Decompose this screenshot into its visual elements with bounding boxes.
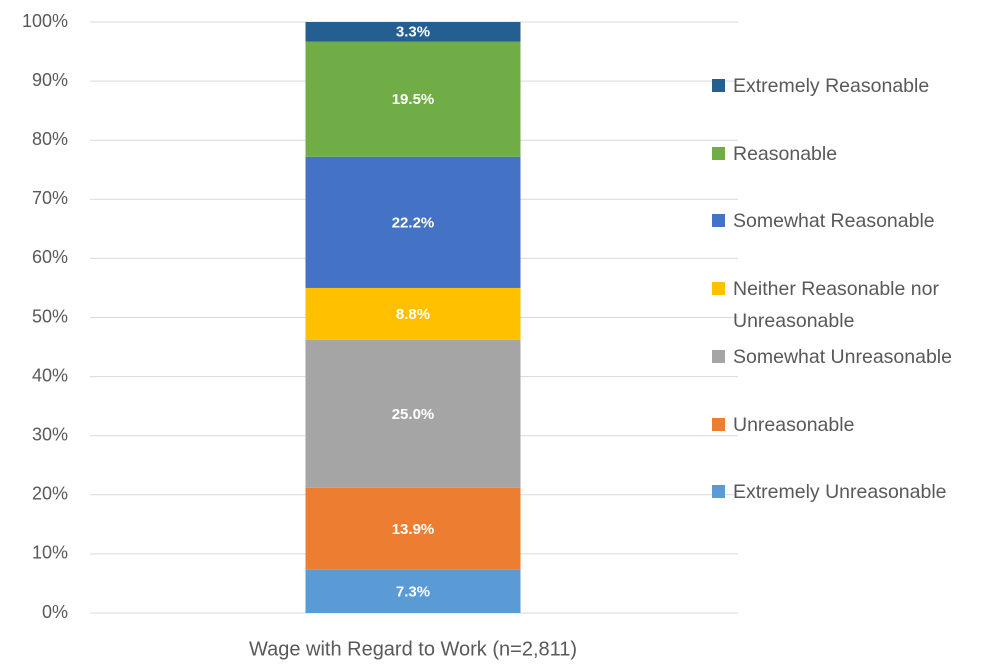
value-label: 8.8%	[396, 306, 430, 323]
y-tick-label: 0%	[42, 602, 68, 622]
y-tick-label: 30%	[32, 424, 68, 444]
legend-item: Somewhat Unreasonable	[712, 343, 997, 373]
y-tick-label: 60%	[32, 247, 68, 267]
y-tick-label: 40%	[32, 365, 68, 385]
legend-swatch	[712, 282, 725, 296]
legend-swatch	[712, 349, 725, 363]
y-tick-label: 90%	[32, 70, 68, 90]
legend-item: Extremely Unreasonable	[712, 478, 997, 508]
legend-item: Unreasonable	[712, 411, 997, 441]
legend-label: Extremely Reasonable	[733, 75, 930, 97]
bar-segment	[305, 156, 521, 288]
value-label: 25.0%	[392, 406, 435, 423]
legend-label: Somewhat Reasonable	[733, 210, 935, 233]
value-label: 19.5%	[392, 91, 435, 108]
legend-swatch	[712, 485, 725, 499]
y-tick-label: 10%	[32, 543, 68, 563]
bar-segment	[305, 22, 521, 42]
y-tick-label: 100%	[22, 11, 68, 31]
legend-label: Somewhat Unreasonable	[733, 345, 952, 368]
bar-segment	[305, 487, 521, 570]
legend-swatch	[712, 214, 725, 228]
legend-item: Somewhat Reasonable	[712, 207, 997, 237]
value-label: 7.3%	[396, 583, 430, 600]
bar-segment	[305, 339, 521, 488]
bar-segment	[305, 41, 521, 157]
bar-segment	[305, 287, 521, 340]
y-tick-label: 20%	[32, 484, 68, 504]
legend-swatch	[712, 417, 725, 431]
value-label: 22.2%	[392, 214, 435, 231]
legend-swatch	[712, 79, 725, 92]
y-tick-label: 80%	[32, 129, 68, 149]
legend-label: Reasonable	[733, 142, 838, 165]
value-label: 3.3%	[396, 24, 430, 41]
legend-item: Reasonable	[712, 140, 997, 170]
value-label: 13.9%	[392, 521, 435, 538]
legend-item: Extremely Reasonable	[712, 72, 997, 102]
legend-label: Unreasonable	[733, 413, 855, 436]
x-tick-label: Wage with Regard to Work (n=2,811)	[249, 638, 577, 660]
legend-label: Extremely Unreasonable	[733, 481, 947, 504]
legend-item: Neither Reasonable nor Unreasonable	[712, 275, 997, 337]
y-tick-label: 50%	[32, 306, 68, 326]
legend-label: Neither Reasonable nor Unreasonable	[733, 278, 939, 333]
bar-segment	[305, 569, 521, 613]
y-tick-label: 70%	[32, 188, 68, 208]
legend-swatch	[712, 146, 725, 160]
